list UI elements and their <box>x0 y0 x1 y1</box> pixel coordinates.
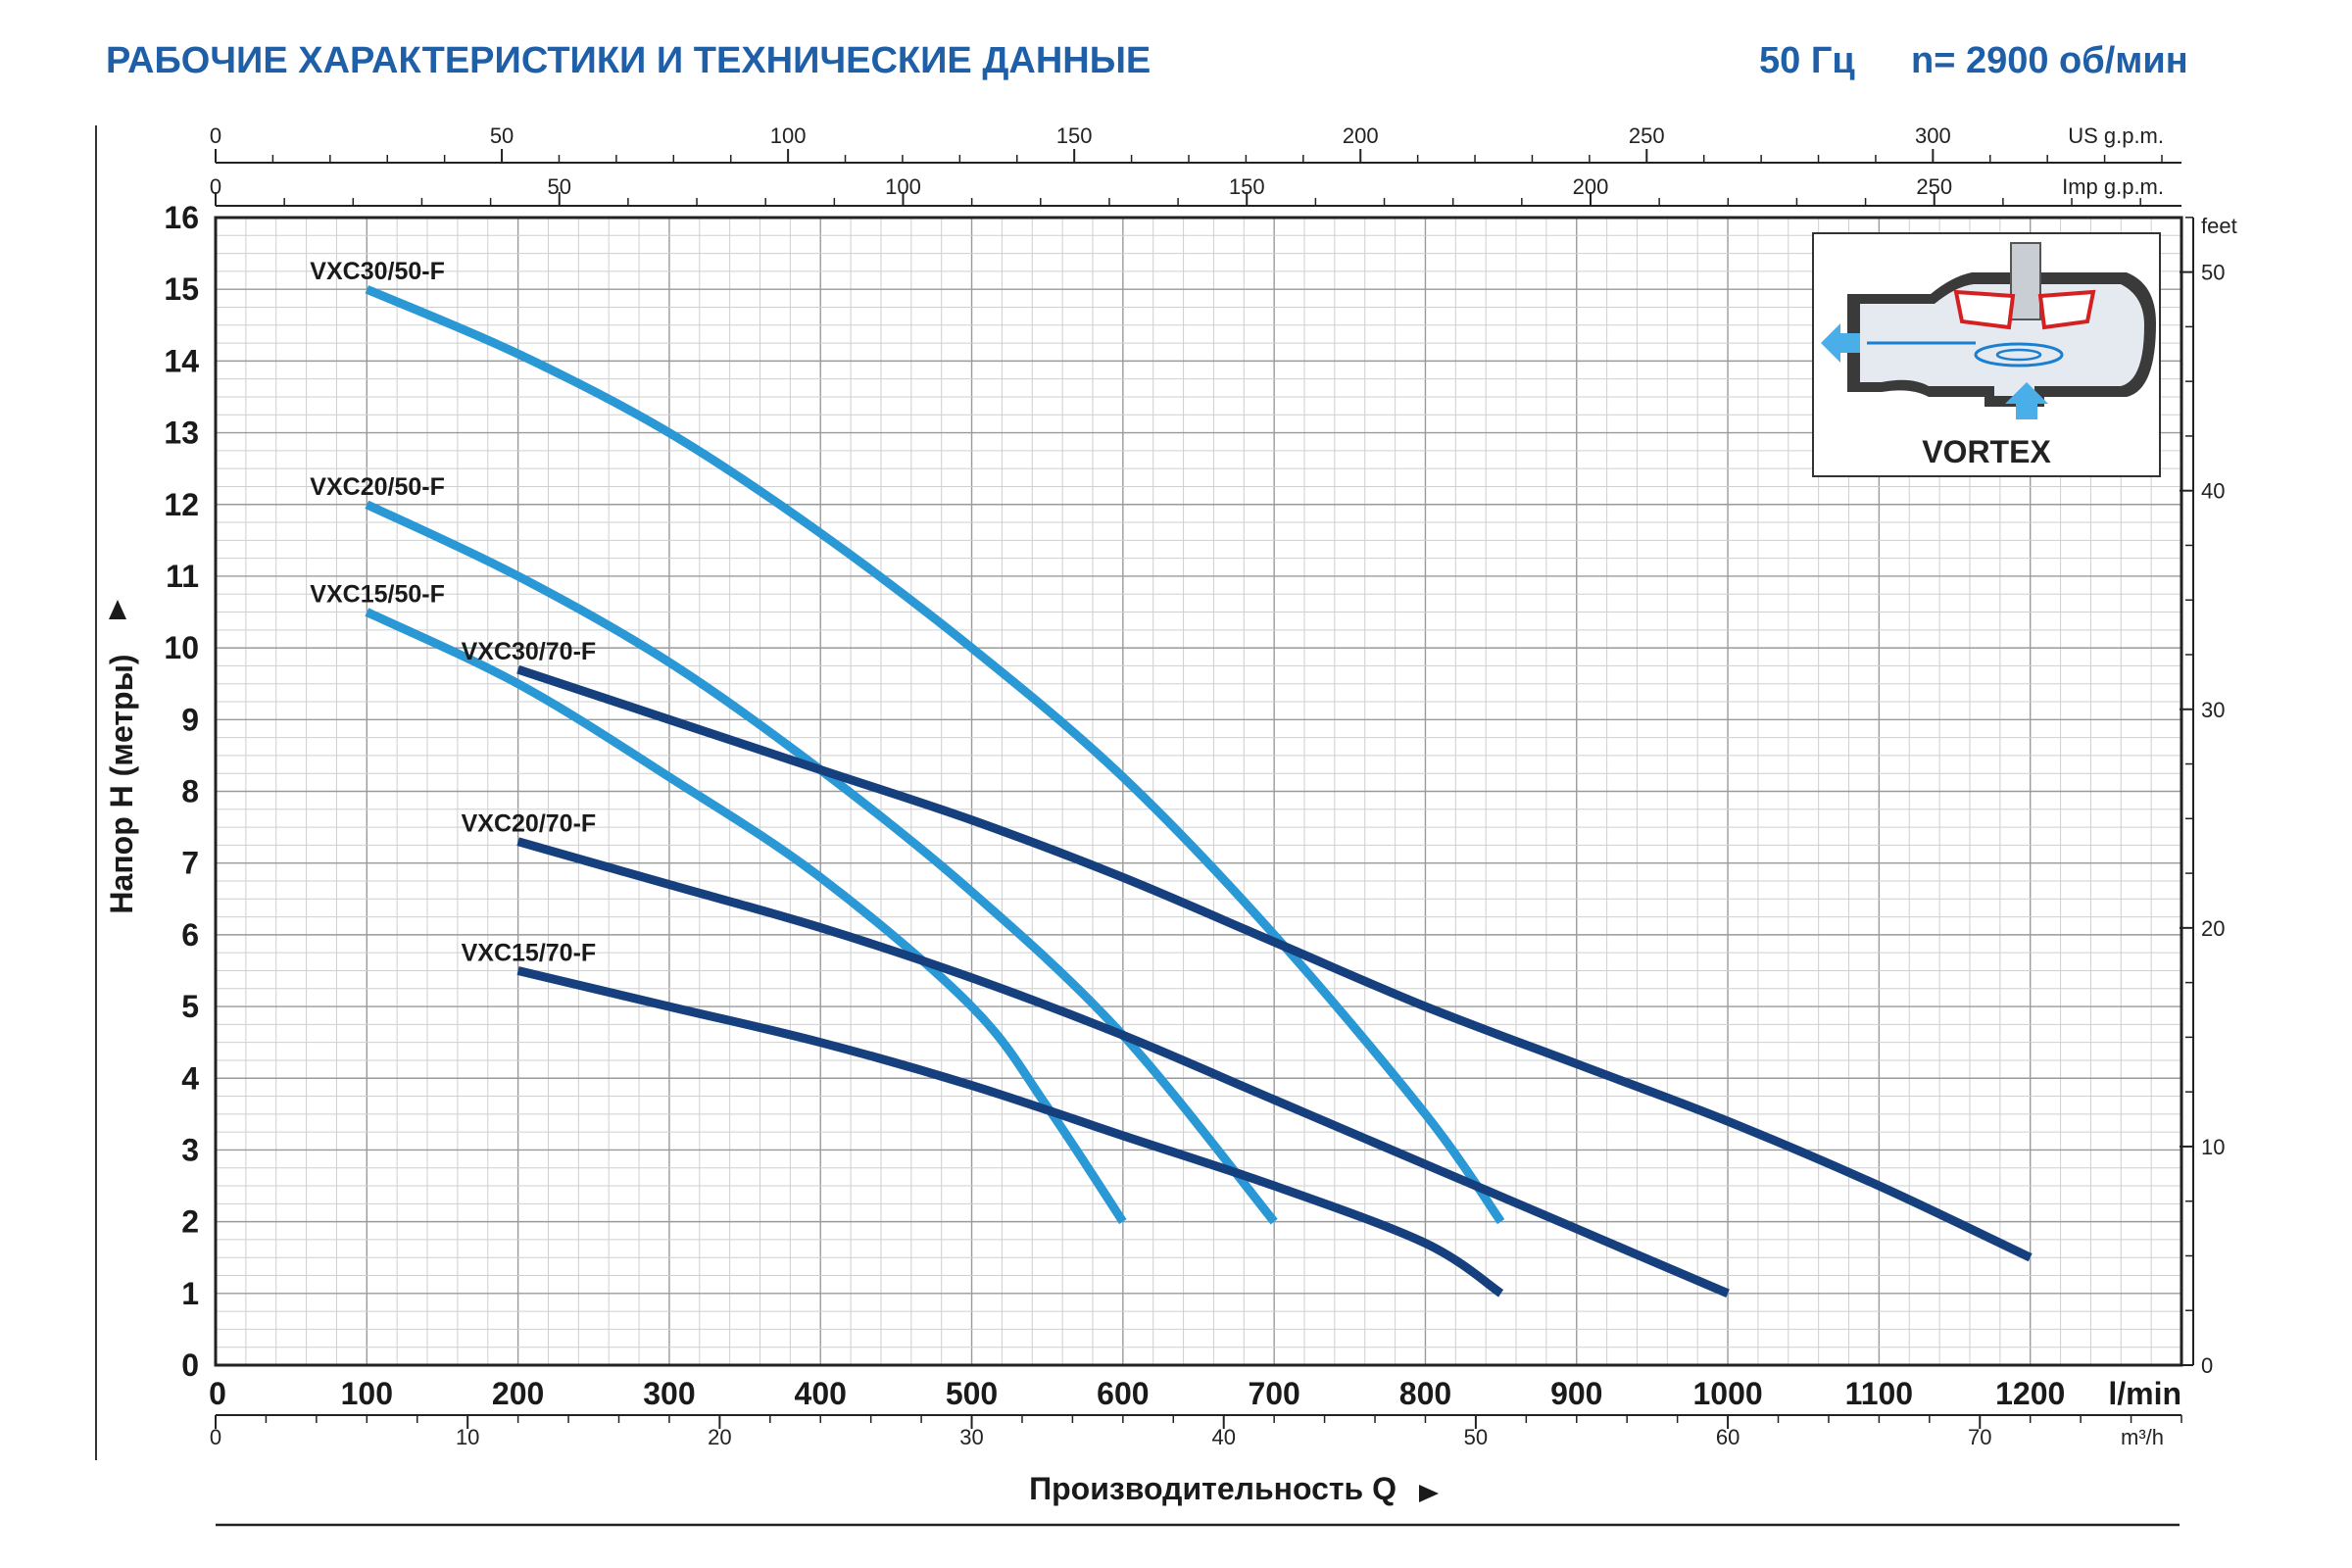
x-tick-label: 700 <box>1248 1376 1299 1411</box>
y-tick-label: 6 <box>181 917 199 953</box>
y-tick-label: 0 <box>181 1348 199 1383</box>
x-tick-label: 800 <box>1399 1376 1451 1411</box>
us-gpm-tick-label: 300 <box>1915 123 1951 148</box>
series-line-VXC15/70-F <box>516 966 1504 1298</box>
y-tick-label: 4 <box>181 1060 199 1096</box>
y-tick-label: 14 <box>164 343 199 378</box>
series-label-VXC20/70-F: VXC20/70-F <box>462 810 597 838</box>
us-gpm-tick-label: 0 <box>210 123 221 148</box>
vortex-diagram: VORTEX <box>1812 232 2161 477</box>
x-tick-label: 400 <box>795 1376 847 1411</box>
feet-tick-label: 40 <box>2201 479 2225 504</box>
imp-gpm-tick-label: 50 <box>548 174 571 199</box>
x-unit-label: l/min <box>2108 1376 2181 1411</box>
us-gpm-tick-label: 150 <box>1056 123 1093 148</box>
x-tick-label: 900 <box>1550 1376 1602 1411</box>
y-tick-label: 2 <box>181 1204 199 1240</box>
x-tick-label: 0 <box>209 1376 226 1411</box>
series-line-VXC20/70-F <box>516 837 1730 1298</box>
m3h-tick-label: 20 <box>708 1425 731 1449</box>
grid <box>214 216 2183 1367</box>
imp-gpm-tick-label: 250 <box>1916 174 1952 199</box>
x-tick-label: 200 <box>492 1376 544 1411</box>
y-tick-label: 1 <box>181 1276 199 1311</box>
m3h-tick-label: 40 <box>1211 1425 1235 1449</box>
us-gpm-tick-label: 200 <box>1343 123 1379 148</box>
x-tick-label: 300 <box>643 1376 695 1411</box>
vortex-swirl-inner-icon <box>1995 348 2042 362</box>
y-tick-label: 3 <box>181 1132 199 1167</box>
feet-tick-label: 10 <box>2201 1135 2225 1159</box>
feet-tick-label: 0 <box>2201 1353 2213 1378</box>
series-curves: VXC30/50-F VXC20/50-F VXC15/50-F VXC30/70-F… <box>310 258 2033 1298</box>
y-tick-label: 12 <box>164 487 199 522</box>
y-tick-label: 13 <box>164 416 199 451</box>
x-tick-label: 1100 <box>1845 1376 1913 1411</box>
x-axis-title: Производительность Q <box>1029 1471 1396 1506</box>
y-tick-label: 7 <box>181 846 199 881</box>
impeller-right-icon <box>2037 289 2096 330</box>
feet-unit-label: feet <box>2201 214 2237 238</box>
x-tick-label: 600 <box>1097 1376 1149 1411</box>
frequency-label: 50 Гц <box>1759 40 1855 81</box>
imp-gpm-tick-label: 200 <box>1573 174 1609 199</box>
shaft-icon <box>2010 242 2041 320</box>
series-label-VXC30/70-F: VXC30/70-F <box>462 638 597 665</box>
imp-gpm-tick-label: 150 <box>1229 174 1265 199</box>
m3h-tick-label: 10 <box>456 1425 479 1449</box>
y-tick-label: 8 <box>181 774 199 809</box>
x-tick-label: 100 <box>341 1376 393 1411</box>
series-label-VXC15/70-F: VXC15/70-F <box>462 939 597 966</box>
m3h-tick-label: 30 <box>959 1425 983 1449</box>
us-gpm-tick-label: 50 <box>490 123 514 148</box>
imp-gpm-tick-label: 0 <box>210 174 221 199</box>
series-line-VXC15/50-F <box>365 608 1127 1225</box>
m3h-tick-label: 0 <box>210 1425 221 1449</box>
impeller-left-icon <box>1953 289 2016 330</box>
series-line-VXC30/50-F <box>365 285 1505 1225</box>
feet-tick-label: 30 <box>2201 698 2225 722</box>
y-tick-label: 16 <box>164 200 199 235</box>
speed-label: n= 2900 об/мин <box>1911 40 2188 81</box>
m3h-tick-label: 70 <box>1968 1425 1991 1449</box>
inflow-arrow-icon <box>2005 382 2048 419</box>
m3h-tick-label: 60 <box>1716 1425 1740 1449</box>
x-tick-label: 1000 <box>1692 1376 1762 1411</box>
feet-tick-label: 20 <box>2201 916 2225 941</box>
series-line-VXC30/70-F <box>516 664 2033 1262</box>
vortex-label: VORTEX <box>1922 434 2051 469</box>
m3h-tick-label: 50 <box>1464 1425 1488 1449</box>
y-axis-arrow-icon <box>109 600 126 619</box>
us-gpm-tick-label: 250 <box>1629 123 1665 148</box>
y-tick-label: 5 <box>181 989 199 1024</box>
outflow-arrow-icon <box>1821 323 1860 363</box>
x-axis-arrow-icon <box>1419 1485 1439 1502</box>
series-label-VXC15/50-F: VXC15/50-F <box>310 581 445 609</box>
page-title: РАБОЧИЕ ХАРАКТЕРИСТИКИ И ТЕХНИЧЕСКИЕ ДАН… <box>106 40 1151 81</box>
series-label-VXC20/50-F: VXC20/50-F <box>310 473 445 501</box>
imp-gpm-unit-label: Imp g.p.m. <box>2062 174 2164 199</box>
us-gpm-unit-label: US g.p.m. <box>2068 123 2164 148</box>
y-tick-label: 15 <box>164 271 199 307</box>
imp-gpm-tick-label: 100 <box>885 174 921 199</box>
y-tick-label: 11 <box>166 559 199 594</box>
series-label-VXC30/50-F: VXC30/50-F <box>310 258 445 285</box>
y-tick-label: 10 <box>164 630 199 665</box>
us-gpm-tick-label: 100 <box>770 123 807 148</box>
m3h-unit-label: m³/h <box>2121 1425 2164 1449</box>
y-axis-title: Напор H (метры) <box>104 654 139 913</box>
x-tick-label: 1200 <box>1995 1376 2065 1411</box>
feet-tick-label: 50 <box>2201 261 2225 285</box>
plot-frame <box>214 216 2183 1367</box>
vortex-swirl-icon <box>1974 342 2064 368</box>
x-tick-label: 500 <box>946 1376 998 1411</box>
y-tick-label: 9 <box>181 702 199 737</box>
